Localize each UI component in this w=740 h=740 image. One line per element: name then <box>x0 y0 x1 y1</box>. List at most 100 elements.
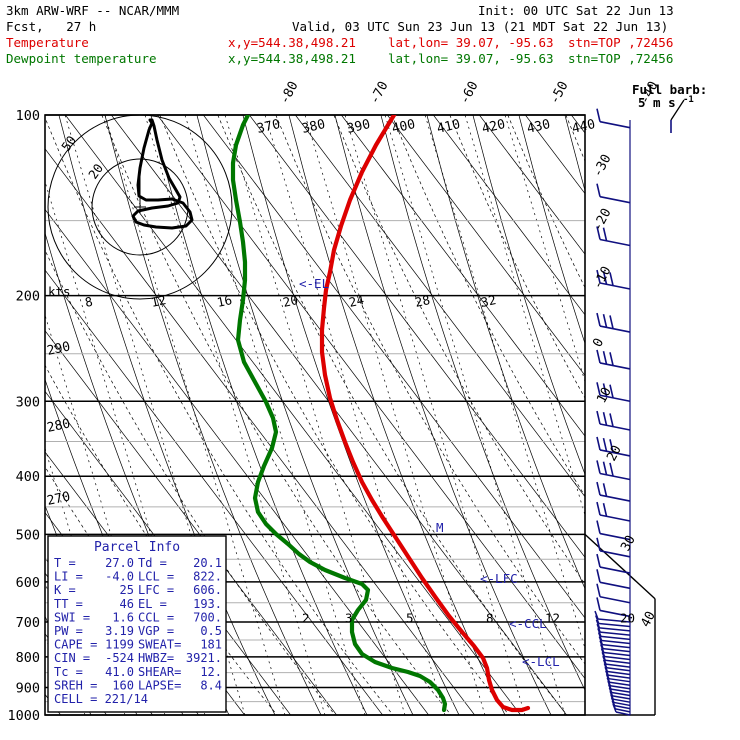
profile-dewpoint <box>230 115 448 713</box>
parcel-value-r: 20.1 <box>193 556 222 570</box>
parcel-value-r: 0.5 <box>200 624 222 638</box>
mixr-700-4: 12 <box>545 610 560 625</box>
wind-barb <box>596 382 631 403</box>
parcel-value-r: 12. <box>200 665 222 679</box>
legend-temperature-stn: stn=TOP ,72456 <box>568 35 674 50</box>
wind-barb <box>596 312 631 333</box>
parcel-value-l: -4.0 <box>105 570 134 584</box>
mixr-200-2: 16 <box>216 292 234 310</box>
parcel-value-l: 41.0 <box>105 665 134 679</box>
legend-dewpoint-label: Dewpoint temperature <box>6 51 157 66</box>
thetae-label-1: 380 <box>301 117 327 137</box>
parcel-value-r: 181 <box>200 638 222 652</box>
full-barb-value: 5 m s <box>638 95 676 110</box>
parcel-value-l: 160 <box>112 678 134 692</box>
parcel-box <box>47 535 227 713</box>
right-temp-tick-6: 30 <box>618 533 639 554</box>
parcel-value-r: 193. <box>193 597 222 611</box>
pressure-tick-600: 600 <box>16 575 40 591</box>
full-barb-title: Full barb: <box>632 82 707 97</box>
parcel-label-l: K = <box>54 583 76 597</box>
right-temp-tick-7: 40 <box>638 609 659 630</box>
wind-barb <box>594 610 631 623</box>
annotation-ccl: <-CCL <box>509 616 547 631</box>
parcel-label-r: SWEAT= <box>138 638 181 652</box>
pressure-tick-300: 300 <box>16 394 40 410</box>
header-init: Init: 00 UTC Sat 22 Jun 13 <box>478 3 674 18</box>
mixr-700-1: 3 <box>345 610 353 625</box>
wind-barb <box>595 615 631 628</box>
wind-barb <box>596 623 631 636</box>
wind-barb <box>595 619 631 632</box>
legend-dewpoint-latlon: lat,lon= 39.07, -95.63 <box>388 51 554 66</box>
parcel-value-l: 25 <box>120 583 134 597</box>
parcel-cell: CELL = 221/14 <box>54 692 148 706</box>
thetae-label-6: 430 <box>526 117 552 137</box>
parcel-value-r: 3921. <box>186 651 222 665</box>
parcel-label-l: SREH = <box>54 678 97 692</box>
annotation-m: M <box>436 520 444 535</box>
theta-label-0: 290 <box>46 339 72 359</box>
parcel-value-r: 822. <box>193 570 222 584</box>
theta-label-2: 270 <box>46 489 72 509</box>
right-temp-tick-0: -30 <box>590 152 614 180</box>
thetae-label-4: 410 <box>436 117 462 137</box>
parcel-value-r: 606. <box>193 583 222 597</box>
wind-barb <box>596 183 631 204</box>
full-barb-legend: Full barb:5 m s -1 <box>632 82 707 133</box>
mixr-700-0: 2 <box>302 610 310 625</box>
wind-barb <box>596 520 631 541</box>
parcel-label-l: LI = <box>54 570 83 584</box>
mixr-700-2: 5 <box>406 610 414 625</box>
parcel-label-l: Tc = <box>54 665 83 679</box>
parcel-label-r: LFC = <box>138 583 174 597</box>
pressure-tick-700: 700 <box>16 615 40 631</box>
parcel-title: Parcel Info <box>94 540 180 555</box>
top-temp-tick-2: -60 <box>457 79 481 107</box>
pressure-tick-200: 200 <box>16 289 40 305</box>
thetae-label-0: 370 <box>256 117 282 137</box>
wind-barb <box>596 501 631 522</box>
legend-temperature-label: Temperature <box>6 35 89 50</box>
kts-label: kts <box>48 284 71 299</box>
pressure-tick-500: 500 <box>16 527 40 543</box>
right-temp-tick-3: 0 <box>590 336 607 350</box>
wind-barb <box>596 583 631 604</box>
wind-barb-column <box>594 108 631 716</box>
parcel-info-box: Parcel Info T = 27.0 Td = 20.1 LI = -4.0 LCL = 8… <box>47 535 227 713</box>
annotation-el: <-EL <box>299 276 329 291</box>
parcel-value-l: 27.0 <box>105 556 134 570</box>
right-temp-tick-4: 10 <box>594 385 615 406</box>
mixr-700-3: 8 <box>486 610 494 625</box>
parcel-value-l: 46 <box>120 597 134 611</box>
mixr-200-6: 32 <box>480 292 498 310</box>
right-temp-tick-5: 20 <box>604 443 625 464</box>
parcel-label-l: PW = <box>54 624 83 638</box>
parcel-label-l: CAPE = <box>54 638 97 652</box>
legend-dewpoint-xy: x,y=544.38,498.21 <box>228 51 356 66</box>
parcel-label-r: CCL = <box>138 610 174 624</box>
parcel-label-r: Td = <box>138 556 167 570</box>
pressure-tick-100: 100 <box>16 108 40 124</box>
mixr-700-5: 20 <box>620 610 635 625</box>
parcel-label-r: LAPSE= <box>138 678 181 692</box>
thetae-label-7: 440 <box>571 117 597 137</box>
parcel-value-l: 1199 <box>105 638 134 652</box>
parcel-label-r: LCL = <box>138 570 174 584</box>
pressure-tick-400: 400 <box>16 469 40 485</box>
legend-dewpoint-stn: stn=TOP ,72456 <box>568 51 674 66</box>
wind-barb <box>596 569 631 590</box>
mixr-200-5: 28 <box>414 292 432 310</box>
hodo-ring-inner-label: 20 <box>85 161 106 182</box>
pressure-tick-800: 800 <box>16 650 40 666</box>
theta-label-1: 280 <box>46 416 72 436</box>
level-annotations: <-EL <-LFC <-CCL <-LCL M <box>299 276 560 669</box>
wind-barb <box>596 481 631 502</box>
parcel-label-r: VGP = <box>138 624 174 638</box>
pressure-tick-900: 900 <box>16 681 40 697</box>
wind-barb <box>612 703 631 716</box>
wind-barb <box>596 460 631 481</box>
parcel-value-l: 3.19 <box>105 624 134 638</box>
hodo-ring-outer-label: 50 <box>58 133 79 154</box>
